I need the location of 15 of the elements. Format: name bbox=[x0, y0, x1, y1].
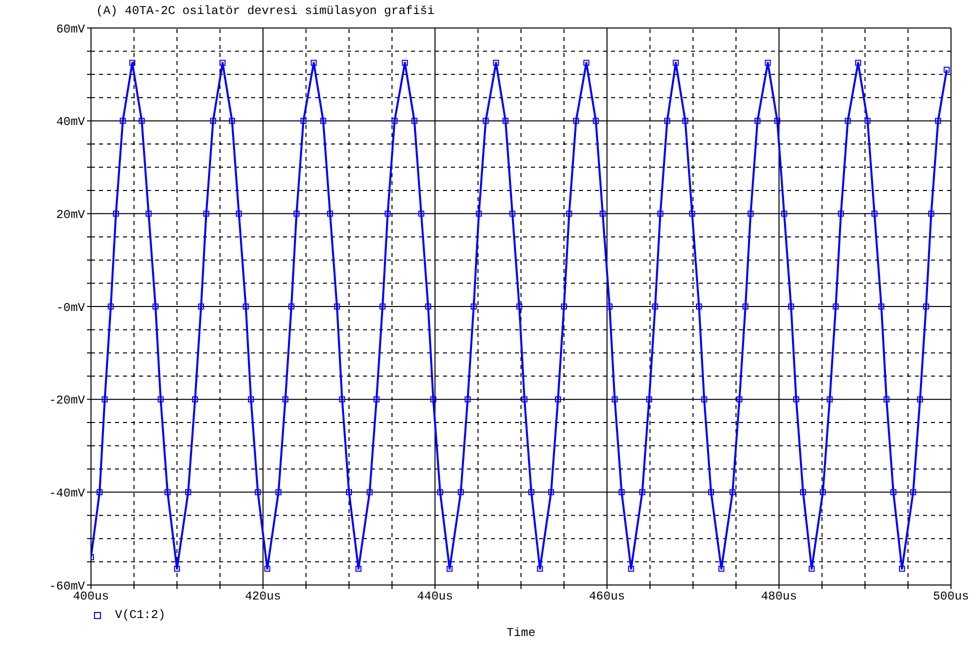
y-tick-label: 20mV bbox=[56, 208, 86, 222]
y-tick-label: -0mV bbox=[56, 300, 86, 315]
x-tick-label: 460us bbox=[588, 590, 626, 604]
y-tick-label: -20mV bbox=[48, 394, 86, 408]
x-tick-label: 440us bbox=[416, 590, 454, 604]
x-tick-label: 420us bbox=[244, 590, 282, 604]
x-axis-title: Time bbox=[506, 626, 536, 640]
x-tick-label: 400us bbox=[72, 590, 110, 604]
chart-title: (A) 40TA-2C osilatör devresi simülasyon grafiši bbox=[96, 4, 434, 18]
y-tick-label: 60mV bbox=[56, 22, 86, 36]
y-tick-label: -40mV bbox=[48, 486, 86, 500]
y-tick-label: 40mV bbox=[56, 115, 86, 130]
x-tick-label: 500us bbox=[932, 590, 970, 604]
x-tick-label: 480us bbox=[760, 590, 798, 604]
legend-label: V(C1:2) bbox=[115, 608, 166, 622]
